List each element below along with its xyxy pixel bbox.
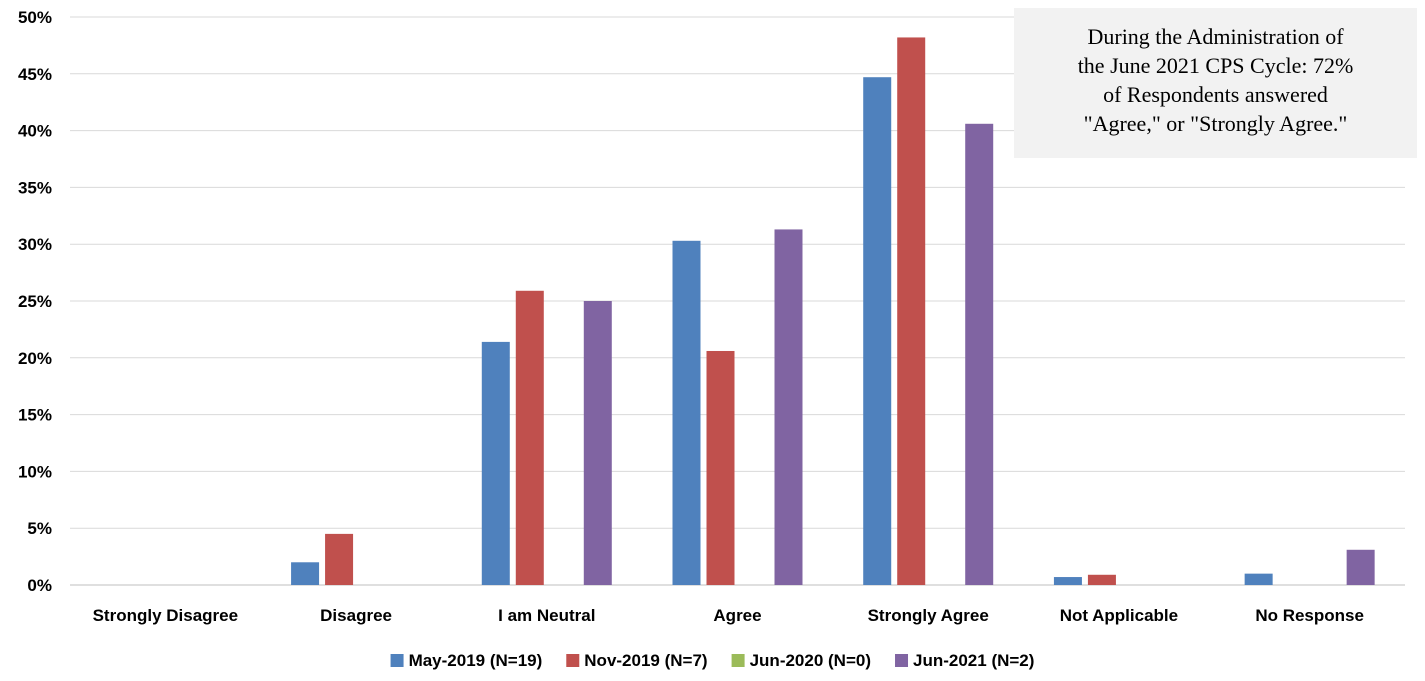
y-tick-label: 35%	[18, 178, 52, 197]
legend-swatch	[390, 654, 404, 667]
legend-item: Nov-2019 (N=7)	[566, 651, 708, 670]
annotation-line: "Agree," or "Strongly Agree."	[1083, 111, 1348, 136]
bar	[897, 37, 926, 585]
annotation-line: of Respondents answered	[1103, 82, 1328, 107]
annotation-line: During the Administration of	[1087, 24, 1344, 49]
x-category-label: Strongly Agree	[868, 606, 989, 625]
bar	[481, 341, 510, 585]
y-tick-label: 0%	[27, 576, 52, 595]
y-tick-label: 50%	[18, 8, 52, 27]
bar	[965, 123, 994, 585]
x-axis-category-labels: Strongly Disagree Disagree I am Neutral Agr…	[93, 606, 1364, 625]
annotation-box: During the Administration of the June 20…	[1014, 8, 1417, 158]
y-tick-label: 45%	[18, 65, 52, 84]
legend-label: Jun-2021 (N=2)	[913, 651, 1034, 670]
x-category-label: Strongly Disagree	[93, 606, 239, 625]
legend-label: May-2019 (N=19)	[409, 651, 543, 670]
x-category-label: Not Applicable	[1060, 606, 1178, 625]
y-tick-label: 40%	[18, 122, 52, 141]
x-category-label: Agree	[713, 606, 761, 625]
legend-item: Jun-2020 (N=0)	[731, 651, 871, 670]
y-tick-label: 5%	[27, 519, 52, 538]
bar	[672, 240, 701, 586]
legend-swatch	[731, 654, 745, 667]
legend-item: Jun-2021 (N=2)	[895, 651, 1034, 670]
bar	[325, 533, 354, 585]
y-tick-label: 30%	[18, 235, 52, 254]
legend-item: May-2019 (N=19)	[390, 651, 543, 670]
legend-label: Jun-2020 (N=0)	[750, 651, 871, 670]
bar	[1087, 574, 1116, 585]
bar	[1244, 573, 1273, 585]
bar	[1053, 577, 1082, 585]
bar	[1346, 549, 1375, 585]
y-tick-label: 20%	[18, 349, 52, 368]
legend-label: Nov-2019 (N=7)	[584, 651, 707, 670]
bar	[706, 350, 735, 585]
bar	[515, 290, 544, 585]
y-axis-tick-labels: 0% 5% 10% 15% 20% 25% 30% 35% 40% 45% 50%	[18, 8, 52, 595]
legend-swatch	[566, 654, 580, 667]
bars	[291, 37, 1375, 586]
x-category-label: I am Neutral	[498, 606, 595, 625]
y-tick-label: 25%	[18, 292, 52, 311]
y-tick-label: 10%	[18, 462, 52, 481]
legend-swatch	[895, 654, 909, 667]
x-category-label: Disagree	[320, 606, 392, 625]
annotation-line: the June 2021 CPS Cycle: 72%	[1077, 53, 1354, 78]
x-category-label: No Response	[1255, 606, 1364, 625]
bar	[583, 301, 612, 585]
bar	[863, 77, 892, 585]
bar	[291, 562, 320, 585]
legend: May-2019 (N=19) Nov-2019 (N=7) Jun-2020 (N…	[390, 651, 1034, 670]
y-tick-label: 15%	[18, 406, 52, 425]
bar	[774, 229, 803, 585]
